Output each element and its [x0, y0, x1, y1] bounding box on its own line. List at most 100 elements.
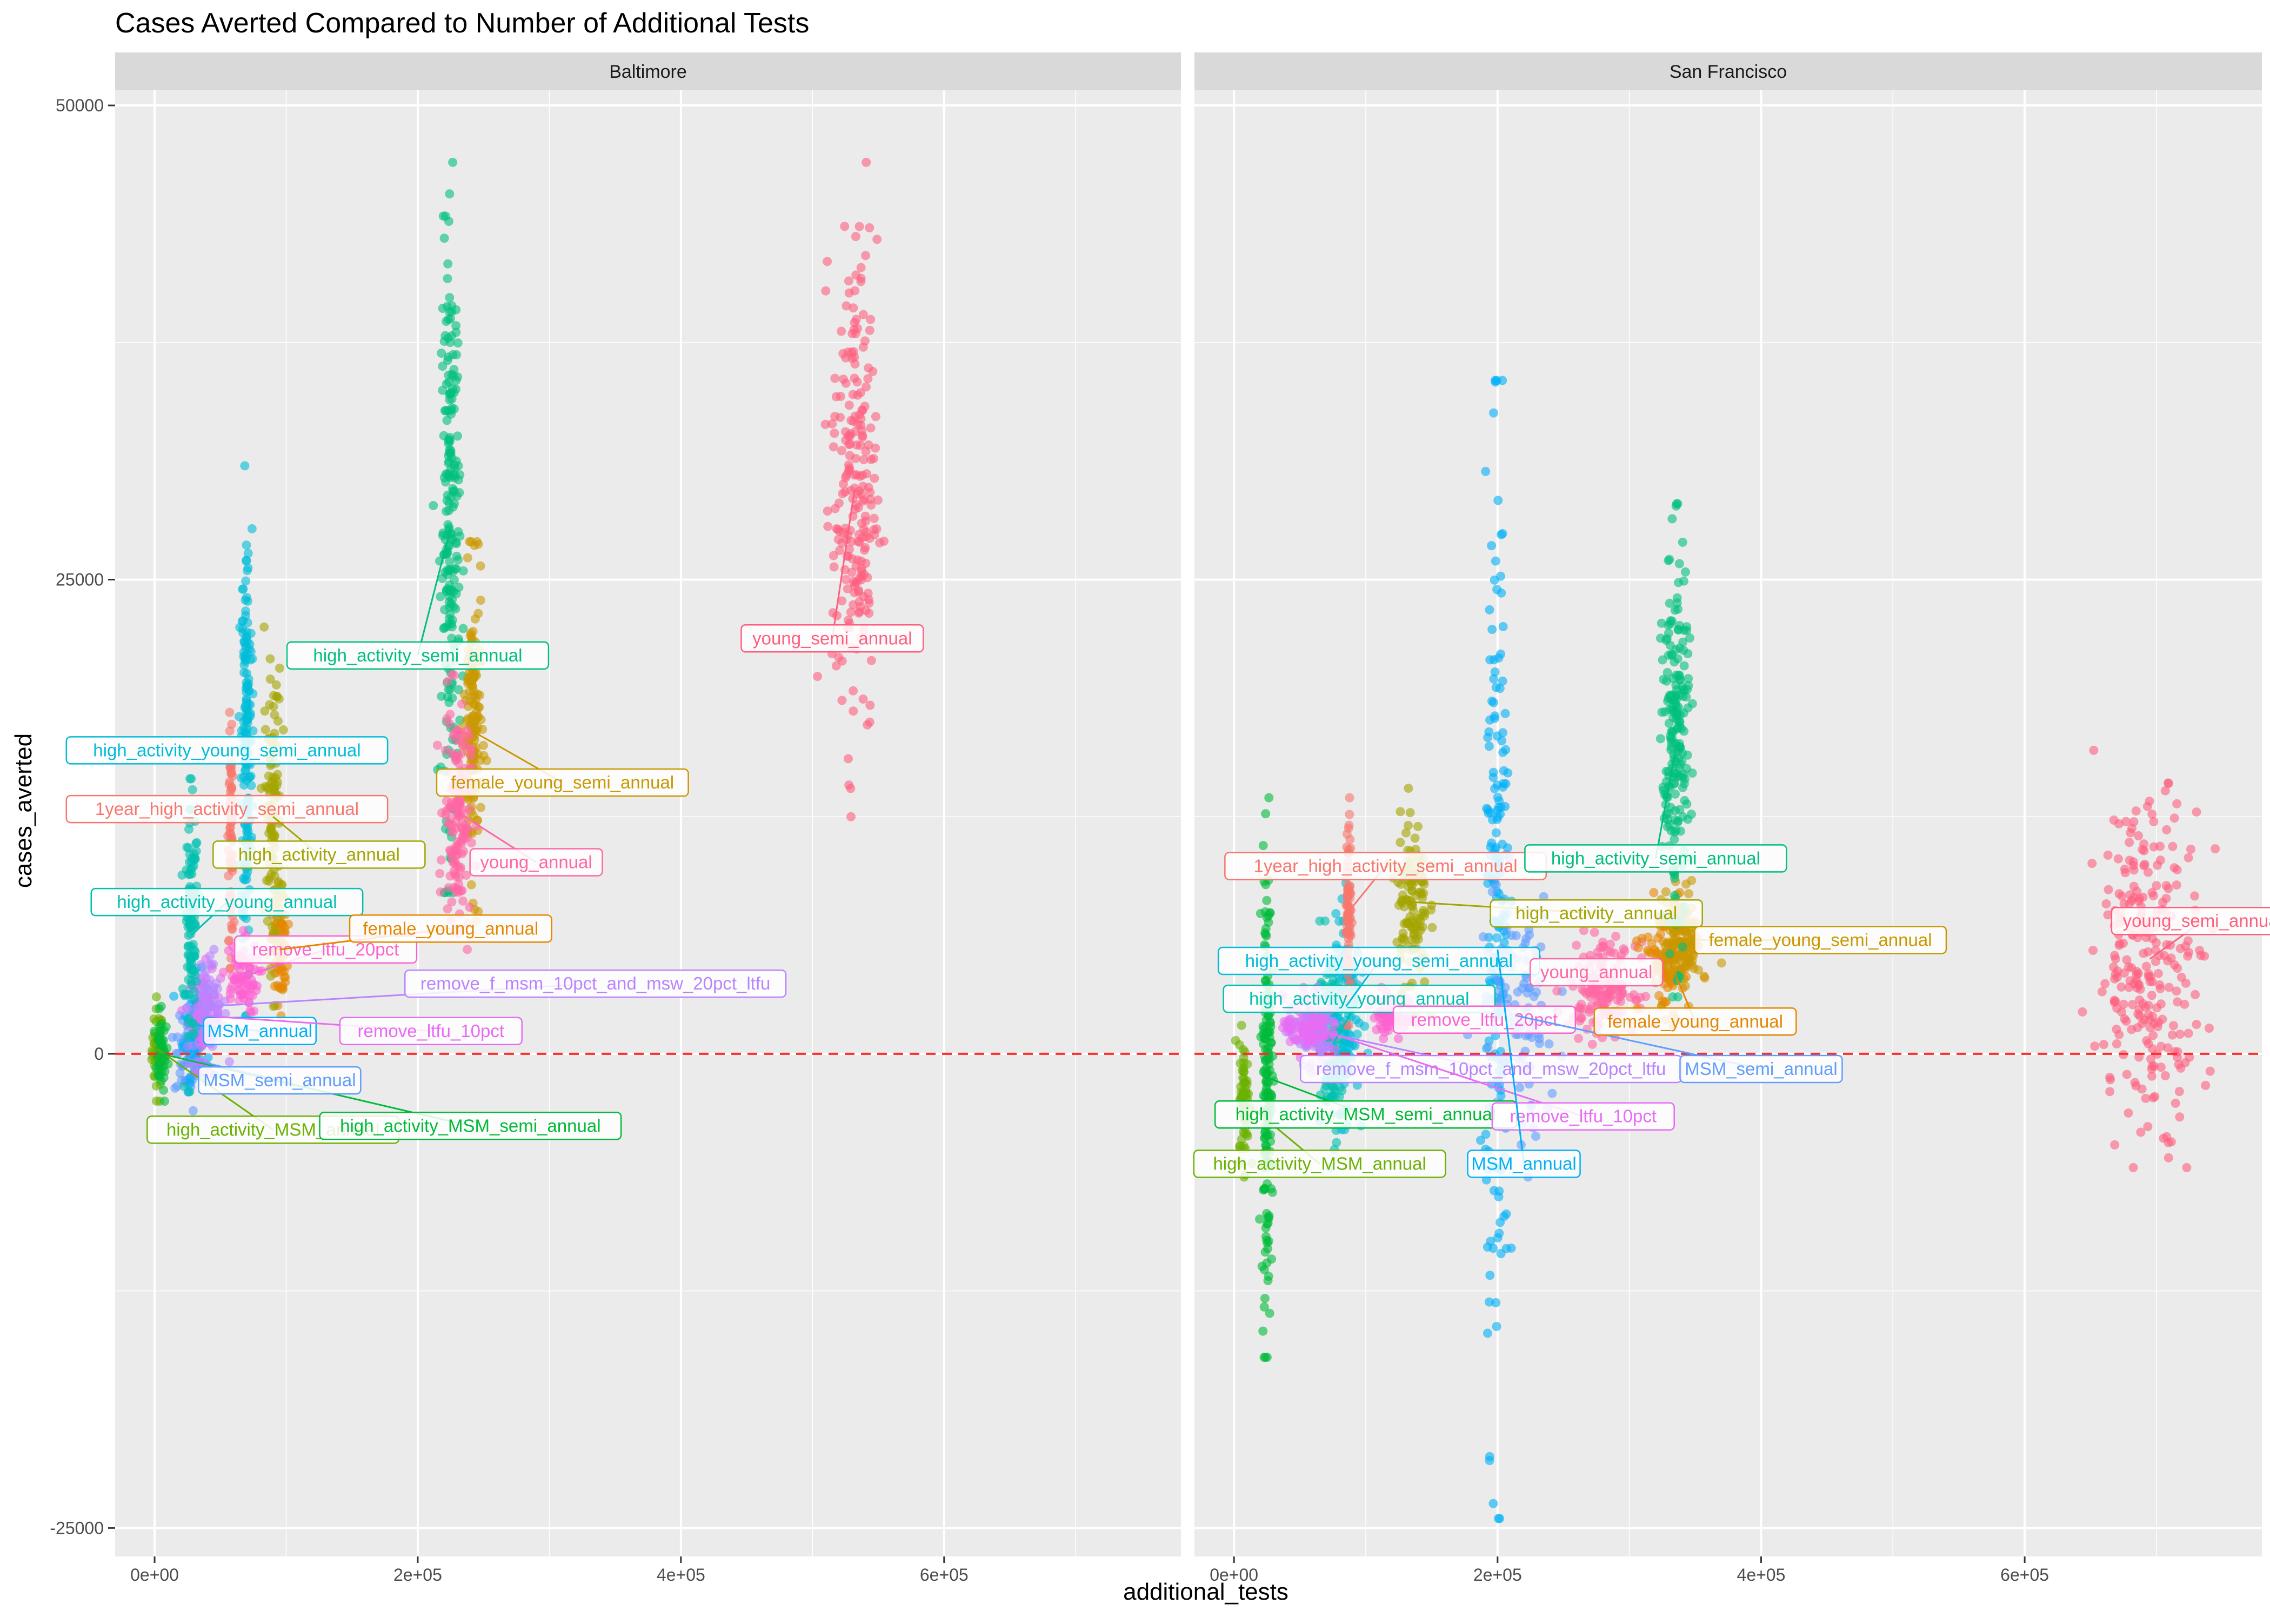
data-point [2139, 839, 2149, 849]
series-label-box [349, 914, 552, 943]
data-point [844, 467, 853, 477]
data-point [2114, 1030, 2124, 1039]
data-point [1352, 1030, 1362, 1039]
data-point [846, 607, 856, 617]
data-point [2128, 1163, 2138, 1173]
data-point [1611, 932, 1621, 941]
data-point [456, 863, 465, 872]
data-point [186, 951, 196, 960]
series-label: high_activity_young_semi_annual [1245, 951, 1513, 971]
data-point [240, 875, 250, 885]
data-point [450, 799, 459, 808]
data-point [841, 575, 851, 585]
data-point [439, 233, 449, 243]
data-point [266, 971, 276, 981]
data-point [1483, 1328, 1492, 1338]
data-point [1663, 815, 1673, 825]
data-point [269, 787, 279, 797]
data-point [248, 726, 258, 736]
data-point [858, 694, 868, 704]
data-point [866, 315, 876, 324]
data-point [860, 543, 870, 552]
data-point [2149, 817, 2159, 826]
data-point [242, 712, 252, 722]
data-point [1501, 779, 1511, 788]
data-point [861, 606, 871, 616]
data-point [221, 1008, 230, 1018]
data-point [2105, 1087, 2115, 1097]
data-point [849, 577, 858, 586]
data-point [1483, 1042, 1493, 1052]
data-point [429, 500, 438, 510]
x-tick-label: 2e+05 [1473, 1565, 1522, 1585]
data-point [823, 257, 832, 266]
data-point [443, 692, 452, 702]
data-point [849, 706, 858, 716]
data-point [830, 504, 840, 513]
series-label: female_young_semi_annual [1709, 930, 1932, 950]
data-point [1574, 1033, 1584, 1043]
data-point [467, 633, 477, 643]
data-point [852, 440, 862, 450]
data-point [224, 946, 233, 955]
data-point [2173, 964, 2182, 973]
data-point [444, 525, 454, 534]
data-point [844, 616, 853, 625]
series-label: 1year_high_activity_semi_annual [1254, 856, 1518, 876]
data-point [846, 812, 856, 821]
data-point [439, 624, 449, 633]
data-point [2090, 1041, 2100, 1051]
data-point [1264, 1237, 1273, 1246]
data-point [457, 699, 467, 709]
data-point [856, 273, 866, 283]
facet-panel: San Francisco 0e+00 2e+05 4e+05 6e+05 high_ac… [1193, 52, 2270, 1585]
data-point [870, 530, 879, 540]
data-point [243, 596, 253, 606]
data-point [2184, 947, 2194, 957]
facet-strip [115, 52, 1181, 90]
data-point [1667, 514, 1677, 524]
data-point [451, 456, 461, 466]
data-point [243, 563, 253, 573]
data-point [2149, 842, 2159, 852]
series-label-box [90, 887, 364, 917]
data-point [1494, 796, 1504, 806]
data-point [1401, 828, 1411, 838]
data-point [2164, 1153, 2173, 1162]
data-point [244, 686, 254, 696]
data-point [1494, 1186, 1504, 1196]
data-point [239, 668, 249, 678]
series-label-box [198, 1066, 362, 1095]
data-point [243, 618, 252, 627]
data-point [445, 307, 455, 317]
data-point [1341, 915, 1351, 925]
data-point [1666, 692, 1675, 701]
data-point [2147, 888, 2157, 898]
data-point [446, 846, 456, 856]
data-point [228, 981, 237, 991]
data-point [829, 551, 838, 560]
data-point [478, 740, 488, 750]
data-point [1618, 988, 1628, 998]
data-point [854, 587, 864, 597]
data-point [1410, 833, 1420, 843]
data-point [1334, 973, 1344, 983]
data-point [2134, 831, 2144, 841]
data-point [473, 906, 483, 916]
data-point [443, 259, 453, 269]
data-point [1498, 747, 1508, 757]
data-point [2150, 1092, 2160, 1101]
data-point [265, 674, 275, 684]
data-point [1678, 537, 1687, 547]
data-point [1420, 911, 1430, 921]
data-point [2181, 978, 2191, 988]
data-point [1303, 1034, 1312, 1044]
data-point [168, 1032, 177, 1042]
data-point [2161, 881, 2171, 891]
data-point [1495, 684, 1505, 693]
data-point [1237, 1020, 1246, 1030]
data-point [869, 454, 878, 464]
data-point [829, 562, 839, 572]
data-point [844, 400, 854, 410]
data-point [1494, 1228, 1504, 1238]
